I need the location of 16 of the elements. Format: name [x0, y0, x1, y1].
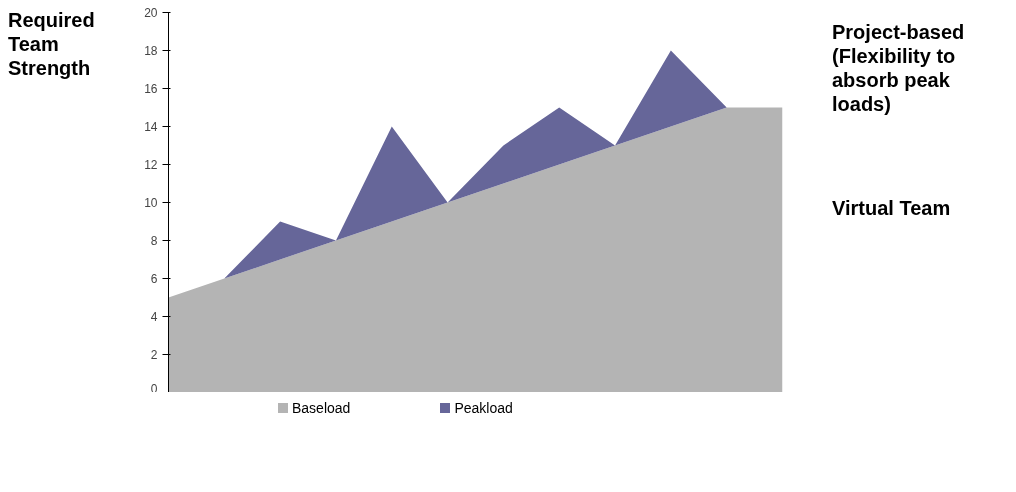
y-tick-label: 0	[150, 381, 158, 396]
y-tick-label: 14	[144, 120, 158, 134]
y-tick-label: 10	[144, 196, 158, 210]
y-tick-label: 8	[150, 234, 158, 248]
text: Project-based (Flexibility to absorb peak loads)	[832, 20, 966, 116]
legend-label: Peakload	[453, 399, 513, 418]
y-axis-title: Required Team Strength	[8, 8, 96, 80]
y-tick-label: 12	[144, 158, 158, 172]
y-tick-label: 6	[150, 272, 158, 286]
text: Virtual Team	[832, 196, 952, 220]
y-tick-label: 20	[144, 6, 158, 20]
y-tick-label: 16	[144, 82, 158, 96]
y-tick-label: 18	[144, 44, 158, 58]
y-tick-label: 2	[150, 348, 158, 362]
legend-label: Baseload	[291, 399, 351, 418]
y-tick-label: 4	[150, 310, 158, 324]
